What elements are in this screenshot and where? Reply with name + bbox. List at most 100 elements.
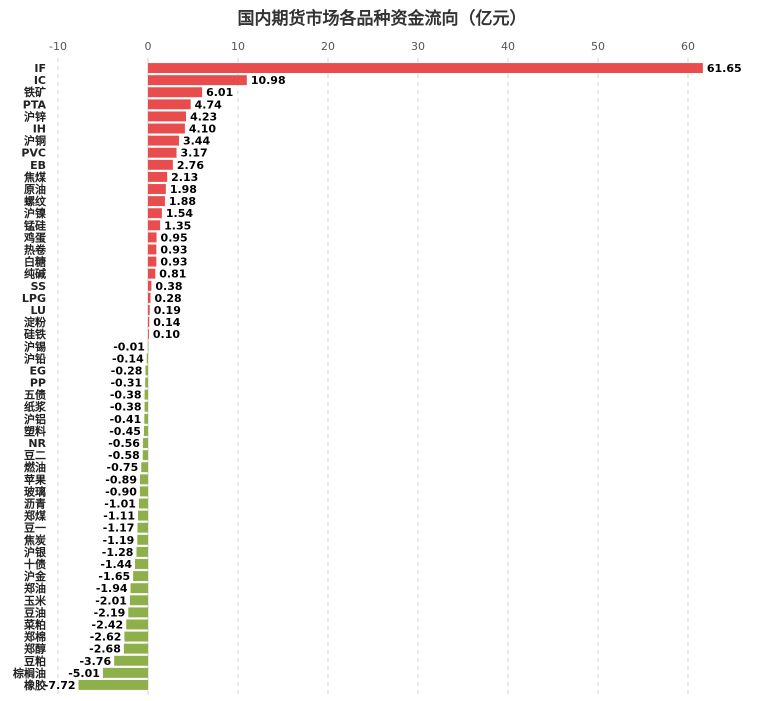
category-label-17: 纯碱 [24, 267, 46, 281]
category-label-50: 棕榈油 [12, 666, 46, 680]
category-label-4: 沪锌 [24, 109, 46, 123]
bar-49 [114, 655, 148, 666]
value-label-27: -0.38 [110, 389, 142, 402]
bar-43 [130, 583, 148, 594]
bar-0 [148, 63, 703, 74]
category-label-31: NR [28, 437, 46, 450]
value-label-44: -2.01 [95, 594, 127, 607]
bar-29 [144, 413, 148, 424]
bar-46 [126, 619, 148, 630]
category-label-37: 郑煤 [24, 509, 47, 523]
bar-1 [148, 75, 247, 86]
bar-35 [139, 486, 148, 497]
value-label-28: -0.38 [110, 401, 142, 414]
value-label-46: -2.42 [92, 618, 124, 631]
category-label-7: PVC [21, 147, 46, 160]
value-label-50: -5.01 [68, 667, 100, 680]
bar-47 [124, 631, 148, 642]
bar-4 [148, 111, 187, 122]
value-label-11: 1.88 [169, 195, 196, 208]
category-label-43: 郑油 [24, 581, 46, 595]
value-label-45: -2.19 [94, 606, 126, 619]
value-label-24: -0.14 [112, 352, 144, 365]
value-label-17: 0.81 [159, 268, 186, 281]
bar-17 [148, 268, 156, 279]
bar-26 [145, 377, 148, 388]
category-label-9: 焦煤 [23, 170, 47, 184]
category-label-38: 豆一 [24, 522, 46, 535]
value-label-18: 0.38 [155, 280, 182, 293]
bar-30 [143, 425, 148, 436]
value-label-41: -1.44 [100, 558, 132, 571]
value-label-7: 3.17 [181, 147, 208, 160]
value-label-25: -0.28 [111, 364, 143, 377]
value-label-12: 1.54 [166, 207, 193, 220]
category-label-25: EG [29, 364, 46, 377]
category-label-47: 郑棉 [24, 630, 46, 644]
category-label-15: 热卷 [24, 242, 47, 256]
x-tick-label-4: 30 [411, 40, 425, 53]
value-label-21: 0.14 [153, 316, 180, 329]
category-label-33: 燃油 [23, 460, 46, 474]
category-label-40: 沪银 [24, 545, 47, 559]
bar-13 [148, 220, 161, 231]
value-label-13: 1.35 [164, 219, 191, 232]
value-label-48: -2.68 [89, 643, 121, 656]
value-label-19: 0.28 [155, 292, 182, 305]
bar-2 [148, 87, 203, 98]
category-label-41: 十债 [24, 557, 46, 571]
category-label-10: 原油 [24, 182, 46, 196]
value-label-9: 2.13 [171, 171, 198, 184]
bar-31 [142, 438, 148, 448]
category-label-24: 沪铅 [24, 351, 46, 365]
bar-10 [148, 184, 166, 194]
category-label-5: IH [33, 123, 46, 136]
category-label-34: 苹果 [24, 472, 46, 486]
category-label-16: 白糖 [24, 255, 46, 269]
value-label-22: 0.10 [153, 328, 180, 341]
bar-6 [148, 135, 179, 146]
value-label-36: -1.01 [104, 498, 136, 511]
bar-34 [139, 474, 148, 485]
value-label-30: -0.45 [109, 425, 141, 438]
category-label-32: 豆二 [24, 449, 46, 462]
chart-title: 国内期货市场各品种资金流向（亿元） [237, 9, 527, 29]
bar-44 [129, 595, 148, 606]
category-label-21: 淀粉 [24, 315, 46, 329]
value-label-4: 4.23 [190, 110, 217, 123]
value-label-42: -1.65 [98, 570, 130, 583]
category-label-6: 沪铜 [24, 134, 46, 148]
category-label-11: 螺纹 [24, 194, 47, 208]
value-label-32: -0.58 [108, 449, 140, 462]
bar-16 [148, 256, 157, 267]
category-label-14: 鸡蛋 [23, 230, 47, 244]
category-label-20: LU [30, 304, 46, 317]
bar-24 [146, 353, 148, 364]
value-label-8: 2.76 [177, 159, 204, 172]
category-label-22: 硅铁 [24, 327, 46, 341]
value-label-2: 6.01 [206, 86, 233, 99]
category-label-18: SS [31, 280, 46, 293]
category-label-27: 五债 [24, 388, 46, 402]
category-label-48: 郑醇 [24, 642, 46, 656]
value-label-33: -0.75 [107, 461, 139, 474]
bar-28 [144, 401, 148, 412]
value-label-26: -0.31 [110, 377, 142, 390]
value-label-31: -0.56 [108, 437, 140, 450]
bar-48 [123, 643, 148, 654]
category-label-44: 玉米 [24, 593, 47, 607]
bar-12 [148, 208, 162, 219]
value-label-14: 0.95 [161, 231, 188, 244]
bar-38 [137, 522, 148, 533]
bar-40 [136, 546, 148, 557]
category-label-35: 玻璃 [24, 484, 46, 498]
bar-22 [148, 329, 149, 340]
value-label-47: -2.62 [90, 631, 122, 644]
value-label-37: -1.11 [103, 510, 135, 523]
bar-3 [148, 99, 191, 110]
bar-36 [138, 498, 148, 509]
value-label-15: 0.93 [160, 243, 187, 256]
bar-37 [138, 510, 148, 521]
bar-7 [148, 147, 177, 158]
category-label-23: 沪锡 [24, 339, 46, 353]
